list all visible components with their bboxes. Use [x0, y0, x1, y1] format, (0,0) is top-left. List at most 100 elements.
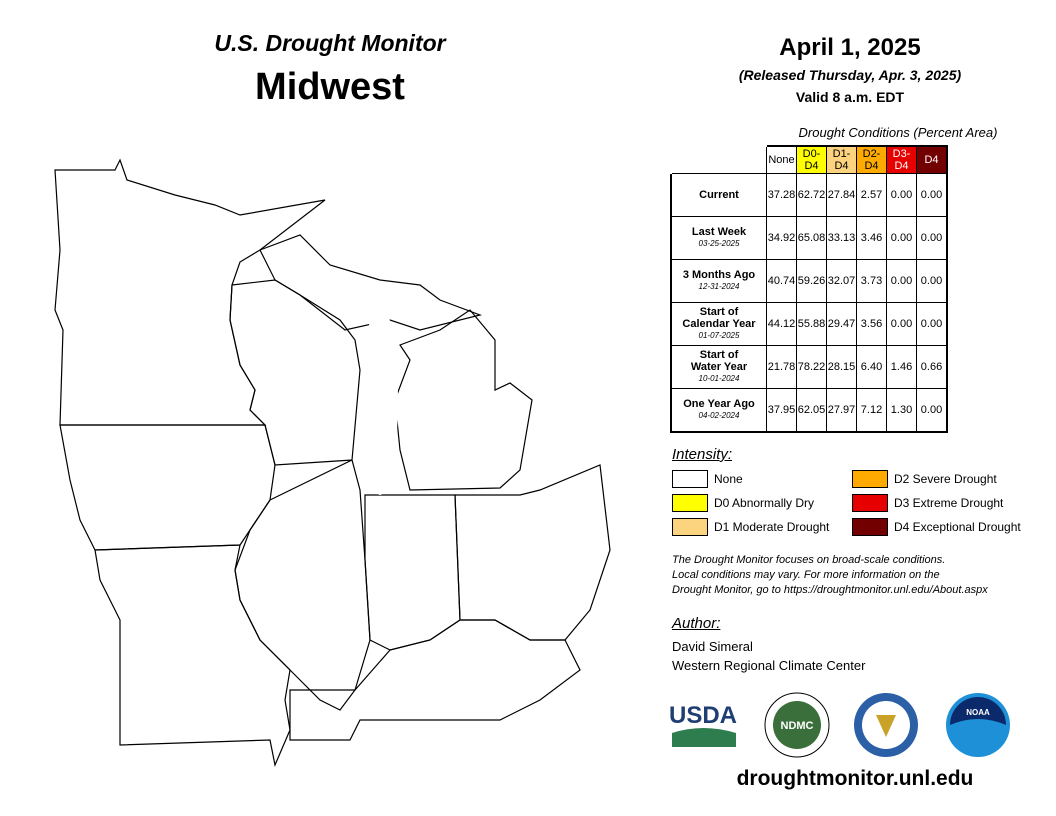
table-row: One Year Ago 04-02-2024 37.95 62.05 27.97 7.1…: [670, 388, 948, 433]
row-label: Current: [670, 173, 767, 217]
legend-item: D4 Exceptional Drought: [852, 518, 1021, 536]
legend-label: D2 Severe Drought: [894, 472, 997, 486]
column-header: None: [766, 145, 797, 174]
row-date: 04-02-2024: [698, 411, 740, 420]
lake-michigan: [362, 305, 398, 495]
cell: 0.00: [886, 259, 917, 303]
cell: 1.30: [886, 388, 917, 433]
legend-swatch: [672, 470, 708, 488]
cell: 6.40: [856, 345, 887, 389]
row-label-line: Start of: [699, 306, 739, 318]
cell: 0.00: [916, 259, 948, 303]
noaa-text: NOAA: [966, 708, 990, 717]
row-label-line: Calendar Year: [682, 318, 756, 330]
legend-item: D1 Moderate Drought: [672, 518, 829, 536]
cell: 1.46: [886, 345, 917, 389]
column-header: D1-D4: [826, 145, 857, 174]
row-date: 10-01-2024: [698, 374, 740, 383]
cell: 0.00: [916, 388, 948, 433]
cell: 7.12: [856, 388, 887, 433]
legend-item: D2 Severe Drought: [852, 470, 997, 488]
table-row: Current 37.28 62.72 27.84 2.57 0.00 0.00: [670, 173, 948, 217]
cell: 37.28: [766, 173, 797, 217]
table-row: Start of Water Year 10-01-2024 21.78 78.22 28…: [670, 345, 948, 389]
cell: 33.13: [826, 216, 857, 260]
row-label-line: Current: [699, 189, 739, 201]
row-date: 03-25-2025: [698, 239, 740, 248]
author-line: David Simeral: [672, 639, 753, 654]
column-header: D3-D4: [886, 145, 917, 174]
legend-swatch: [852, 494, 888, 512]
cell: 0.00: [916, 173, 948, 217]
author: David Simeral Western Regional Climate Ce…: [672, 637, 865, 675]
cell: 78.22: [796, 345, 827, 389]
cell: 62.72: [796, 173, 827, 217]
cell: 59.26: [796, 259, 827, 303]
column-header: D4: [916, 145, 948, 174]
title: Midwest: [255, 66, 405, 108]
legend-label: None: [714, 472, 743, 486]
row-label: 3 Months Ago 12-31-2024: [670, 259, 767, 303]
note-line: The Drought Monitor focuses on broad-sca…: [672, 554, 946, 566]
table-row: Start of Calendar Year 01-07-2025 44.12 55.8…: [670, 302, 948, 346]
cell: 0.00: [886, 216, 917, 260]
legend-swatch: [672, 518, 708, 536]
cell: 40.74: [766, 259, 797, 303]
logos: USDA NDMC NOAA: [669, 692, 1010, 758]
row-label-line: 3 Months Ago: [682, 269, 756, 281]
cell: 32.07: [826, 259, 857, 303]
cell: 55.88: [796, 302, 827, 346]
legend-item: D0 Abnormally Dry: [672, 494, 814, 512]
author-title: Author:: [672, 615, 721, 632]
cell: 62.05: [796, 388, 827, 433]
legend-swatch: [672, 494, 708, 512]
cell: 28.15: [826, 345, 857, 389]
cell: 3.73: [856, 259, 887, 303]
usda-logo: USDA: [669, 702, 737, 729]
legend-label: D0 Abnormally Dry: [714, 496, 815, 510]
map: [54, 159, 611, 766]
row-date: 01-07-2025: [698, 331, 740, 340]
cell: 3.56: [856, 302, 887, 346]
note: The Drought Monitor focuses on broad-sca…: [672, 553, 988, 598]
note-line: Drought Monitor, go to https://droughtmo…: [672, 584, 988, 596]
conditions-table: None D0-D4 D1-D4 D2-D4 D3-D4 D4 Current 37.28 62…: [670, 145, 948, 433]
valid: Valid 8 a.m. EDT: [795, 89, 905, 105]
corner: [670, 145, 767, 174]
cell: 0.00: [886, 302, 917, 346]
row-label: One Year Ago 04-02-2024: [670, 388, 767, 433]
row-label-line: Last Week: [691, 226, 747, 238]
doc-eagle: [876, 715, 896, 737]
legend-label: D1 Moderate Drought: [714, 520, 830, 534]
cell: 0.00: [886, 173, 917, 217]
cell: 29.47: [826, 302, 857, 346]
released: (Released Thursday, Apr. 3, 2025): [738, 67, 962, 83]
row-label: Last Week 03-25-2025: [670, 216, 767, 260]
cell: 37.95: [766, 388, 797, 433]
ndmc-text: NDMC: [781, 720, 814, 732]
cell: 34.92: [766, 216, 797, 260]
legend-swatch: [852, 518, 888, 536]
table-row: Last Week 03-25-2025 34.92 65.08 33.13 3.46 0.…: [670, 216, 948, 260]
column-header: D0-D4: [796, 145, 827, 174]
note-line: Local conditions may vary. For more info…: [672, 569, 940, 581]
subtitle: U.S. Drought Monitor: [214, 30, 446, 56]
cell: 2.57: [856, 173, 887, 217]
cell: 27.84: [826, 173, 857, 217]
cell: 0.00: [916, 302, 948, 346]
legend-title: Intensity:: [672, 446, 733, 463]
url: droughtmonitor.unl.edu: [736, 767, 974, 790]
cell: 44.12: [766, 302, 797, 346]
row-label-line: Water Year: [690, 361, 748, 373]
legend-swatch: [852, 470, 888, 488]
header-row: None D0-D4 D1-D4 D2-D4 D3-D4 D4: [670, 145, 948, 174]
land: [55, 160, 610, 765]
cell: 0.66: [916, 345, 948, 389]
noaa-top: [950, 697, 1006, 725]
table-row: 3 Months Ago 12-31-2024 40.74 59.26 32.07 3.7…: [670, 259, 948, 303]
date: April 1, 2025: [779, 34, 921, 61]
row-label-line: Start of: [699, 349, 739, 361]
ndmc-inner: [773, 701, 821, 749]
row-label: Start of Calendar Year 01-07-2025: [670, 302, 767, 346]
